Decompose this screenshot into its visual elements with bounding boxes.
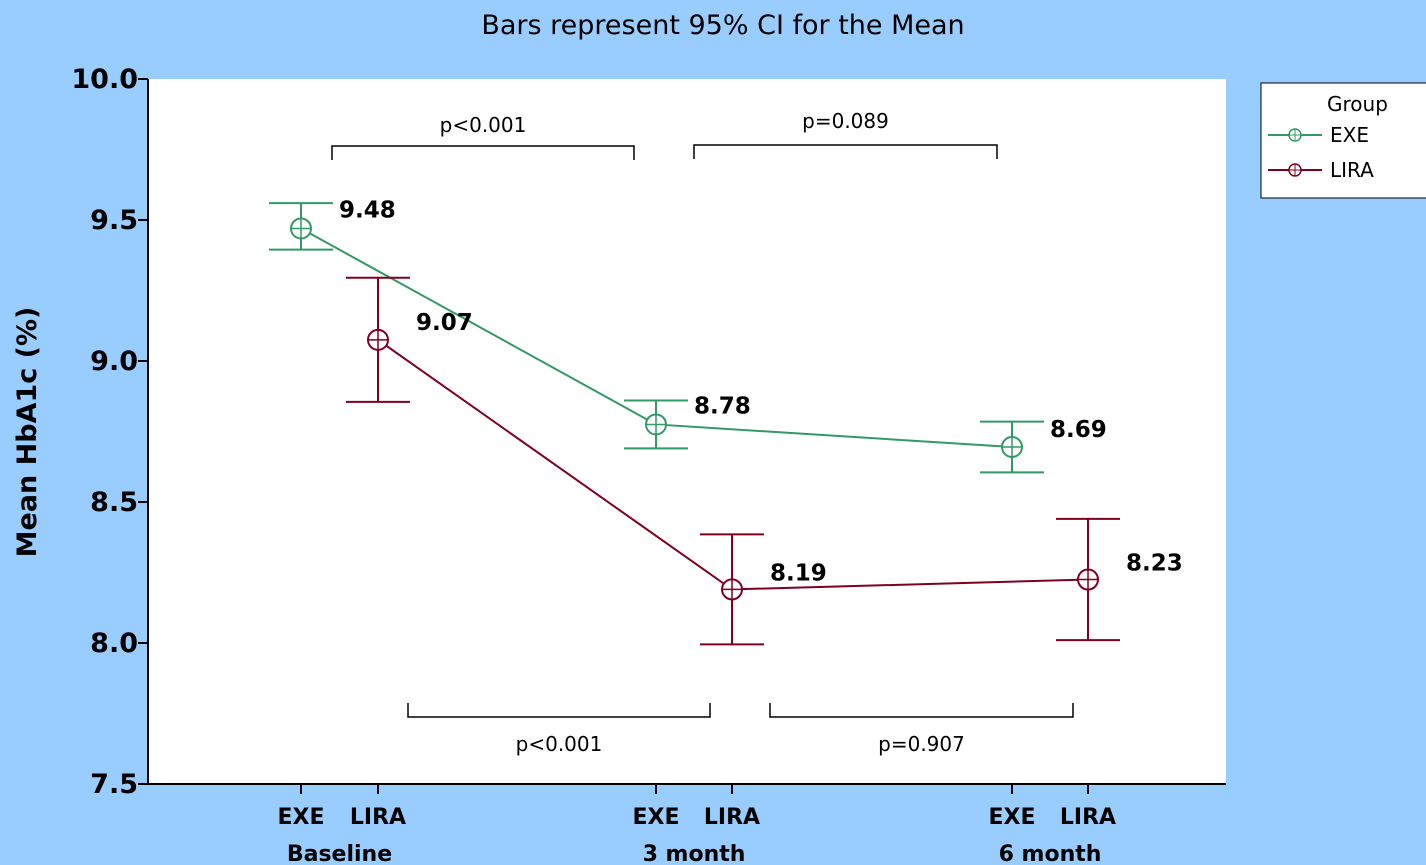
p-value-label: p<0.001 [440, 113, 527, 137]
series-layer: 9.48 8.78 8.69 9.07 8.19 8.23 [269, 197, 1183, 646]
legend: Group EXE LIRA [1260, 82, 1426, 199]
legend-label: LIRA [1330, 158, 1374, 182]
time-point-label: Baseline [287, 842, 392, 865]
axes: 10.0 9.5 9.0 8.5 8.0 7.5 EXE LIRA Baseline EXE LIR… [71, 64, 1226, 865]
chart-title: Bars represent 95% CI for the Mean [481, 10, 964, 41]
data-label: 8.23 [1126, 551, 1183, 577]
y-tick-label: 10.0 [71, 64, 138, 95]
legend-label: EXE [1330, 123, 1369, 147]
p-value-bracket [331, 145, 635, 160]
y-tick-label: 8.0 [90, 628, 138, 659]
y-tick-label: 8.5 [90, 487, 138, 518]
p-value-label: p=0.907 [878, 732, 965, 756]
x-tick-label: LIRA [1060, 805, 1116, 830]
legend-box [1260, 82, 1426, 199]
series-lira: 9.07 8.19 8.23 [346, 276, 1183, 646]
x-tick-label: EXE [277, 805, 324, 830]
x-tick-label: LIRA [704, 805, 760, 830]
data-label: 9.48 [339, 197, 396, 223]
legend-item-lira: LIRA [1268, 158, 1374, 182]
p-value-annotations: p<0.001 p=0.089 p<0.001 p=0.907 [331, 109, 1074, 756]
x-tick-label: EXE [988, 805, 1035, 830]
p-value-label: p=0.089 [802, 109, 889, 133]
p-value-bracket [693, 144, 998, 159]
y-tick-label: 9.5 [90, 205, 138, 236]
y-axis-label: Mean HbA1c (%) [12, 307, 43, 558]
legend-title: Group [1327, 92, 1388, 116]
y-tick-label: 7.5 [90, 769, 138, 800]
y-tick-label: 9.0 [90, 346, 138, 377]
data-label: 8.69 [1050, 417, 1107, 443]
p-value-label: p<0.001 [516, 732, 603, 756]
p-value-bracket [407, 703, 711, 718]
p-value-bracket [769, 703, 1074, 718]
legend-item-exe: EXE [1268, 123, 1369, 147]
legend-items: EXE LIRA [1268, 123, 1374, 182]
series-exe: 9.48 8.78 8.69 [269, 197, 1107, 474]
x-tick-label: EXE [632, 805, 679, 830]
data-label: 8.78 [694, 393, 751, 419]
plot-area [148, 79, 1226, 784]
data-label: 8.19 [770, 560, 827, 586]
time-point-label: 3 month [643, 842, 746, 865]
data-label: 9.07 [416, 310, 473, 336]
x-tick-label: LIRA [350, 805, 406, 830]
time-point-label: 6 month [999, 842, 1102, 865]
